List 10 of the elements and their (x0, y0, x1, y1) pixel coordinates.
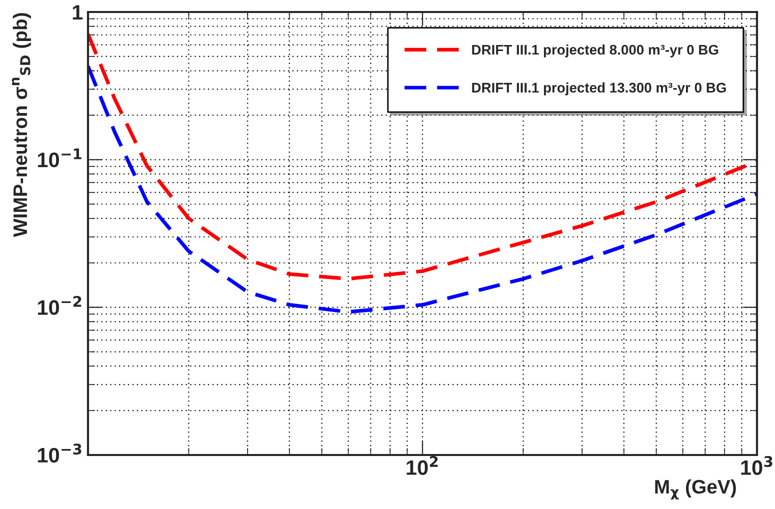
legend-label: DRIFT III.1 projected 13.300 m³-yr 0 BG (472, 82, 726, 96)
x-axis-title: M$_{χ}$ (GeV) (655, 479, 736, 500)
x-tick-label: 10$^{2}$ (406, 456, 438, 476)
y-tick-label: 10$^{−2}$ (38, 296, 82, 315)
legend-label: DRIFT III.1 projected 8.000 m³-yr 0 BG (472, 44, 718, 58)
y-tick-label: 10$^{−1}$ (38, 148, 82, 168)
x-tick-label: 10$^{3}$ (741, 456, 772, 476)
y-axis-title: WIMP-neutron σ$^{n}$$_{SD}$ (pb) (12, 13, 31, 237)
y-tick-label: 1 (72, 5, 83, 20)
y-tick-label: 10$^{−3}$ (38, 444, 82, 463)
